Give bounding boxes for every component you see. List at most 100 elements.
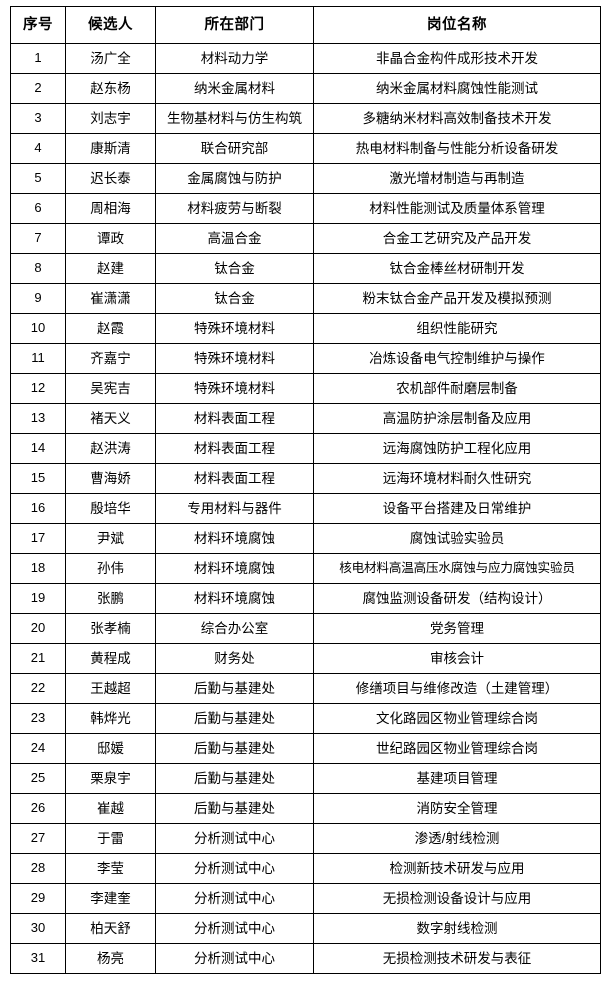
cell-position-name: 文化路园区物业管理综合岗 bbox=[313, 703, 601, 734]
cell-index: 30 bbox=[10, 913, 66, 944]
cell-index: 6 bbox=[10, 193, 66, 224]
cell-index: 9 bbox=[10, 283, 66, 314]
cell-candidate-name: 李建奎 bbox=[65, 883, 156, 914]
cell-candidate-name: 于雷 bbox=[65, 823, 156, 854]
table-row: 3 刘志宇 生物基材料与仿生构筑 多糖纳米材料高效制备技术开发 bbox=[10, 103, 601, 134]
table-row: 25 栗泉宇 后勤与基建处 基建项目管理 bbox=[10, 763, 601, 794]
cell-position-name: 数字射线检测 bbox=[313, 913, 601, 944]
cell-position-name: 材料性能测试及质量体系管理 bbox=[313, 193, 601, 224]
table-row: 16 殷培华 专用材料与器件 设备平台搭建及日常维护 bbox=[10, 493, 601, 524]
cell-index: 18 bbox=[10, 553, 66, 584]
cell-candidate-name: 康斯清 bbox=[65, 133, 156, 164]
cell-index: 23 bbox=[10, 703, 66, 734]
cell-candidate-name: 尹斌 bbox=[65, 523, 156, 554]
table-row: 29 李建奎 分析测试中心 无损检测设备设计与应用 bbox=[10, 883, 601, 914]
cell-candidate-name: 迟长泰 bbox=[65, 163, 156, 194]
cell-index: 8 bbox=[10, 253, 66, 284]
cell-index: 10 bbox=[10, 313, 66, 344]
cell-candidate-name: 汤广全 bbox=[65, 43, 156, 74]
cell-position-name: 无损检测设备设计与应用 bbox=[313, 883, 601, 914]
cell-index: 21 bbox=[10, 643, 66, 674]
table-row: 8 赵建 钛合金 钛合金棒丝材研制开发 bbox=[10, 253, 601, 284]
cell-index: 24 bbox=[10, 733, 66, 764]
cell-candidate-name: 栗泉宇 bbox=[65, 763, 156, 794]
cell-index: 12 bbox=[10, 373, 66, 404]
cell-candidate-name: 邸媛 bbox=[65, 733, 156, 764]
cell-index: 26 bbox=[10, 793, 66, 824]
cell-position-name: 腐蚀试验实验员 bbox=[313, 523, 601, 554]
cell-candidate-name: 李莹 bbox=[65, 853, 156, 884]
cell-position-name: 党务管理 bbox=[313, 613, 601, 644]
cell-department: 分析测试中心 bbox=[155, 913, 314, 944]
cell-department: 后勤与基建处 bbox=[155, 733, 314, 764]
cell-candidate-name: 殷培华 bbox=[65, 493, 156, 524]
cell-index: 14 bbox=[10, 433, 66, 464]
table-row: 30 柏天舒 分析测试中心 数字射线检测 bbox=[10, 913, 601, 944]
cell-candidate-name: 柏天舒 bbox=[65, 913, 156, 944]
table-row: 27 于雷 分析测试中心 渗透/射线检测 bbox=[10, 823, 601, 854]
table-row: 23 韩烨光 后勤与基建处 文化路园区物业管理综合岗 bbox=[10, 703, 601, 734]
table-row: 12 吴宪吉 特殊环境材料 农机部件耐磨层制备 bbox=[10, 373, 601, 404]
cell-department: 纳米金属材料 bbox=[155, 73, 314, 104]
cell-department: 钛合金 bbox=[155, 253, 314, 284]
cell-position-name: 高温防护涂层制备及应用 bbox=[313, 403, 601, 434]
cell-department: 材料动力学 bbox=[155, 43, 314, 74]
cell-index: 3 bbox=[10, 103, 66, 134]
cell-candidate-name: 韩烨光 bbox=[65, 703, 156, 734]
cell-candidate-name: 齐嘉宁 bbox=[65, 343, 156, 374]
cell-index: 15 bbox=[10, 463, 66, 494]
cell-index: 5 bbox=[10, 163, 66, 194]
table-row: 20 张孝楠 综合办公室 党务管理 bbox=[10, 613, 601, 644]
cell-department: 特殊环境材料 bbox=[155, 343, 314, 374]
cell-index: 29 bbox=[10, 883, 66, 914]
cell-candidate-name: 张鹏 bbox=[65, 583, 156, 614]
table-row: 10 赵霞 特殊环境材料 组织性能研究 bbox=[10, 313, 601, 344]
cell-department: 分析测试中心 bbox=[155, 943, 314, 974]
cell-department: 后勤与基建处 bbox=[155, 703, 314, 734]
cell-index: 25 bbox=[10, 763, 66, 794]
candidate-list-table: 序号 候选人 所在部门 岗位名称 1 汤广全 材料动力学 非晶合金构件成形技术开发 2 赵… bbox=[10, 6, 601, 974]
table-body: 1 汤广全 材料动力学 非晶合金构件成形技术开发 2 赵东杨 纳米金属材料 纳米金属材料腐蚀性… bbox=[10, 43, 601, 974]
cell-department: 材料表面工程 bbox=[155, 463, 314, 494]
cell-department: 材料环境腐蚀 bbox=[155, 523, 314, 554]
table-row: 19 张鹏 材料环境腐蚀 腐蚀监测设备研发（结构设计） bbox=[10, 583, 601, 614]
cell-department: 后勤与基建处 bbox=[155, 793, 314, 824]
cell-position-name: 检测新技术研发与应用 bbox=[313, 853, 601, 884]
column-header-dept: 所在部门 bbox=[155, 6, 314, 44]
table-row: 9 崔潇潇 钛合金 粉末钛合金产品开发及模拟预测 bbox=[10, 283, 601, 314]
cell-position-name: 渗透/射线检测 bbox=[313, 823, 601, 854]
cell-candidate-name: 赵霞 bbox=[65, 313, 156, 344]
cell-department: 分析测试中心 bbox=[155, 853, 314, 884]
cell-position-name: 无损检测技术研发与表征 bbox=[313, 943, 601, 974]
cell-department: 金属腐蚀与防护 bbox=[155, 163, 314, 194]
cell-position-name: 非晶合金构件成形技术开发 bbox=[313, 43, 601, 74]
cell-index: 13 bbox=[10, 403, 66, 434]
cell-candidate-name: 刘志宇 bbox=[65, 103, 156, 134]
table-row: 18 孙伟 材料环境腐蚀 核电材料高温高压水腐蚀与应力腐蚀实验员 bbox=[10, 553, 601, 584]
cell-index: 28 bbox=[10, 853, 66, 884]
cell-position-name: 远海环境材料耐久性研究 bbox=[313, 463, 601, 494]
table-row: 15 曹海娇 材料表面工程 远海环境材料耐久性研究 bbox=[10, 463, 601, 494]
cell-position-name: 钛合金棒丝材研制开发 bbox=[313, 253, 601, 284]
table-container: 序号 候选人 所在部门 岗位名称 1 汤广全 材料动力学 非晶合金构件成形技术开发 2 赵… bbox=[10, 6, 601, 974]
cell-department: 综合办公室 bbox=[155, 613, 314, 644]
cell-department: 后勤与基建处 bbox=[155, 763, 314, 794]
cell-candidate-name: 孙伟 bbox=[65, 553, 156, 584]
cell-department: 特殊环境材料 bbox=[155, 373, 314, 404]
cell-index: 4 bbox=[10, 133, 66, 164]
table-header: 序号 候选人 所在部门 岗位名称 bbox=[10, 6, 601, 44]
cell-position-name: 组织性能研究 bbox=[313, 313, 601, 344]
cell-index: 2 bbox=[10, 73, 66, 104]
table-row: 26 崔越 后勤与基建处 消防安全管理 bbox=[10, 793, 601, 824]
cell-candidate-name: 王越超 bbox=[65, 673, 156, 704]
cell-candidate-name: 赵建 bbox=[65, 253, 156, 284]
cell-index: 1 bbox=[10, 43, 66, 74]
cell-index: 7 bbox=[10, 223, 66, 254]
cell-department: 材料表面工程 bbox=[155, 403, 314, 434]
cell-department: 联合研究部 bbox=[155, 133, 314, 164]
cell-position-name: 粉末钛合金产品开发及模拟预测 bbox=[313, 283, 601, 314]
cell-department: 分析测试中心 bbox=[155, 823, 314, 854]
cell-position-name: 修缮项目与维修改造（土建管理） bbox=[313, 673, 601, 704]
cell-department: 高温合金 bbox=[155, 223, 314, 254]
cell-position-name: 基建项目管理 bbox=[313, 763, 601, 794]
